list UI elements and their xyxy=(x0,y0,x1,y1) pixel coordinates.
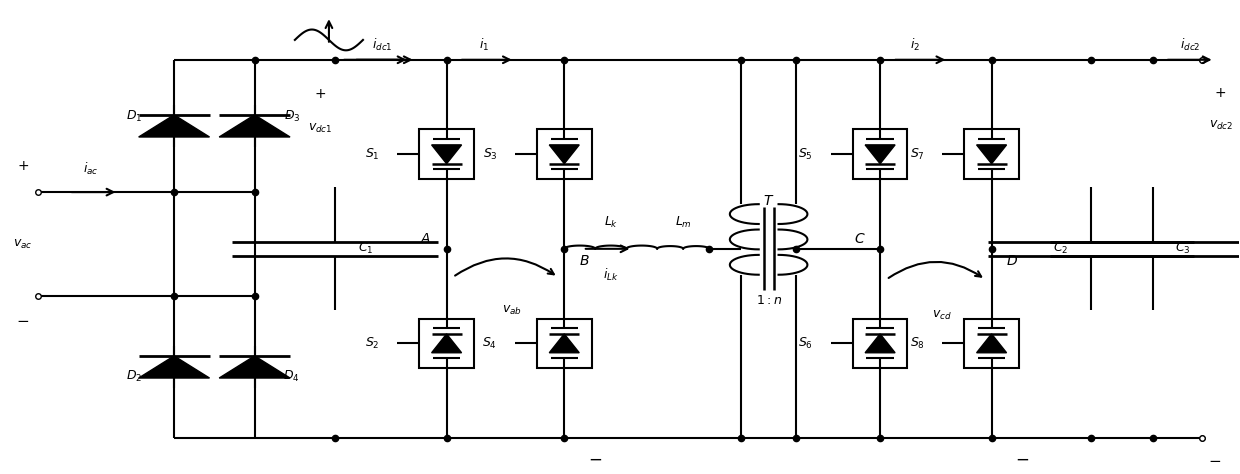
Text: $C_1$: $C_1$ xyxy=(358,241,373,256)
Polygon shape xyxy=(549,145,579,164)
Text: $i_1$: $i_1$ xyxy=(479,36,489,53)
Text: $S_3$: $S_3$ xyxy=(482,147,497,162)
Bar xyxy=(853,319,908,368)
Polygon shape xyxy=(866,334,895,353)
Text: $L_k$: $L_k$ xyxy=(604,215,618,230)
Text: $S_4$: $S_4$ xyxy=(482,336,497,351)
Text: +: + xyxy=(315,87,326,101)
Text: $i_{Lk}$: $i_{Lk}$ xyxy=(604,267,619,283)
Text: $S_5$: $S_5$ xyxy=(799,147,813,162)
Text: $-$: $-$ xyxy=(1016,450,1029,468)
Bar xyxy=(965,129,1019,179)
Text: $S_2$: $S_2$ xyxy=(365,336,379,351)
Text: $L_m$: $L_m$ xyxy=(675,215,692,230)
Bar xyxy=(419,129,474,179)
Text: $v_{ac}$: $v_{ac}$ xyxy=(14,237,32,251)
Text: $C_2$: $C_2$ xyxy=(1053,241,1069,256)
Text: $D_3$: $D_3$ xyxy=(284,109,300,124)
Text: $i_{dc2}$: $i_{dc2}$ xyxy=(1179,36,1200,53)
Text: $D_2$: $D_2$ xyxy=(126,369,143,384)
Text: $i_{ac}$: $i_{ac}$ xyxy=(83,161,99,177)
Polygon shape xyxy=(219,356,290,378)
Text: $B$: $B$ xyxy=(579,254,590,268)
Text: +: + xyxy=(1215,86,1226,100)
Bar xyxy=(853,129,908,179)
Bar xyxy=(537,319,591,368)
Text: $v_{dc1}$: $v_{dc1}$ xyxy=(308,122,332,135)
Text: $D_1$: $D_1$ xyxy=(126,109,143,124)
Text: $i_{dc1}$: $i_{dc1}$ xyxy=(372,36,393,53)
Text: +: + xyxy=(17,159,29,173)
Text: $S_7$: $S_7$ xyxy=(910,147,925,162)
Text: $v_{cd}$: $v_{cd}$ xyxy=(932,309,952,321)
Text: $-$: $-$ xyxy=(16,312,30,327)
Polygon shape xyxy=(219,115,290,137)
Text: $D_4$: $D_4$ xyxy=(284,369,300,384)
Text: $1{:}n$: $1{:}n$ xyxy=(755,293,781,307)
Text: $S_1$: $S_1$ xyxy=(365,147,379,162)
Polygon shape xyxy=(139,356,210,378)
Polygon shape xyxy=(977,334,1007,353)
Polygon shape xyxy=(549,334,579,353)
Text: $S_8$: $S_8$ xyxy=(910,336,925,351)
Polygon shape xyxy=(139,115,210,137)
Bar xyxy=(419,319,474,368)
Text: $A$: $A$ xyxy=(420,232,432,246)
Text: $i_2$: $i_2$ xyxy=(910,36,920,53)
Polygon shape xyxy=(432,334,461,353)
Bar xyxy=(537,129,591,179)
Text: $S_6$: $S_6$ xyxy=(799,336,813,351)
Polygon shape xyxy=(866,145,895,164)
Text: $v_{dc2}$: $v_{dc2}$ xyxy=(1209,119,1233,133)
Polygon shape xyxy=(977,145,1007,164)
Text: $-$: $-$ xyxy=(588,450,603,468)
Text: $-$: $-$ xyxy=(1208,452,1221,467)
Text: $T$: $T$ xyxy=(763,194,774,208)
Bar xyxy=(965,319,1019,368)
Text: $v_{ab}$: $v_{ab}$ xyxy=(502,304,522,317)
Polygon shape xyxy=(432,145,461,164)
Text: $C_3$: $C_3$ xyxy=(1174,241,1190,256)
Text: $C$: $C$ xyxy=(853,232,866,246)
Text: $D$: $D$ xyxy=(1007,254,1018,268)
